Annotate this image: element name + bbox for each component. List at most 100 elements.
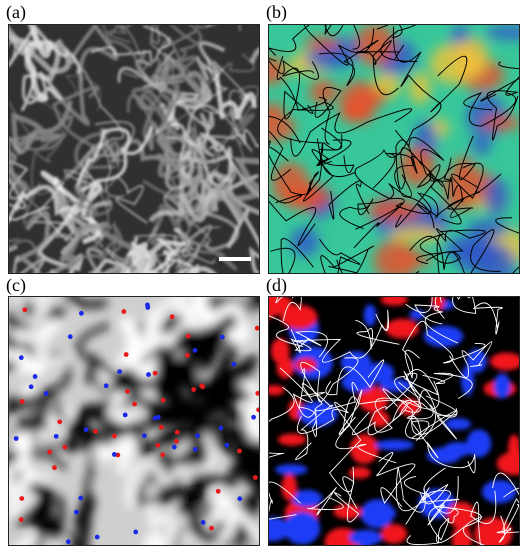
topological-defect <box>13 436 19 441</box>
order-contour <box>163 383 230 445</box>
streamline <box>281 67 314 120</box>
order-contour <box>234 297 259 312</box>
micrograph-image <box>9 25 259 273</box>
topological-defect <box>237 496 243 502</box>
topological-defect <box>218 425 224 431</box>
streamline <box>269 315 304 348</box>
filament-strand <box>128 239 166 273</box>
filament-strand <box>47 25 119 126</box>
filament-strand <box>66 225 124 270</box>
filament-strand <box>70 269 103 273</box>
vortex-region <box>277 433 307 446</box>
order-contour <box>9 394 49 432</box>
order-contour <box>147 484 180 545</box>
topological-defect <box>160 452 166 458</box>
vorticity-region <box>269 113 296 142</box>
filament-strand <box>90 25 171 63</box>
topological-defect <box>67 334 73 340</box>
filament-strand <box>105 247 170 273</box>
topological-defect <box>231 361 237 367</box>
topological-defect <box>171 444 177 450</box>
streamline <box>422 372 473 399</box>
streamline <box>395 139 444 190</box>
panel-a-label: (a) <box>6 2 26 22</box>
filament-strand <box>82 159 125 248</box>
vortex-region <box>385 318 419 339</box>
topological-defect <box>141 433 147 439</box>
streamline <box>269 130 291 181</box>
topological-defect <box>185 352 190 358</box>
filament-strand <box>23 184 84 273</box>
topological-defect <box>65 539 71 545</box>
vortex-region <box>283 511 321 545</box>
filament-strand <box>214 73 257 120</box>
streamline <box>328 180 370 220</box>
topological-defect <box>252 475 258 480</box>
topological-defect <box>83 427 89 433</box>
order-contour <box>30 393 67 470</box>
vortex-region <box>269 385 285 396</box>
vortex-region <box>443 442 473 457</box>
streamline <box>339 174 412 230</box>
panel-a-micrograph <box>8 24 260 274</box>
panel-b-heatmap <box>268 24 520 274</box>
streamline <box>325 359 385 396</box>
panel-d-label: (d) <box>266 275 287 295</box>
streamline <box>269 194 317 247</box>
filament-strand <box>75 126 153 192</box>
topological-defect <box>93 428 98 434</box>
streamline <box>314 86 342 145</box>
topological-defect <box>18 355 24 361</box>
vortex-region <box>493 373 511 399</box>
streamline <box>269 59 319 80</box>
filament-strand <box>121 25 197 64</box>
vortex-region <box>363 304 377 327</box>
topological-defect <box>19 496 25 501</box>
streamline <box>354 102 442 230</box>
streamline <box>439 297 471 303</box>
streamline <box>406 504 450 545</box>
vorticity-region <box>480 243 516 273</box>
topological-defect <box>152 370 158 376</box>
order-contour <box>9 348 47 377</box>
vortex-region <box>461 366 475 396</box>
topological-defect <box>78 310 84 316</box>
topological-defect <box>192 447 198 452</box>
filament-strand <box>79 68 135 157</box>
topological-defect <box>195 433 200 439</box>
filament-strand <box>166 111 234 169</box>
vortex-region <box>295 357 317 372</box>
topological-defect <box>111 452 117 457</box>
vortex-region <box>291 489 323 508</box>
panel-c-order-map <box>8 296 260 546</box>
vortex-region <box>360 499 394 529</box>
streamline <box>382 388 457 439</box>
vortex-region <box>276 356 295 379</box>
topological-defect <box>160 397 166 403</box>
vortex-region <box>348 466 371 479</box>
filament-strand <box>115 176 148 224</box>
filament-strand <box>9 25 61 83</box>
filament-strand <box>109 25 146 79</box>
filament-strand <box>84 220 116 273</box>
filament-strand <box>9 237 41 269</box>
topological-defect <box>256 407 259 413</box>
topological-defect <box>251 414 256 420</box>
vortex-map <box>269 297 519 545</box>
order-contour <box>125 432 215 508</box>
streamline <box>296 402 362 493</box>
filament-strand <box>92 236 139 273</box>
streamline <box>414 304 459 344</box>
vortex-region <box>341 371 375 393</box>
vortex-region <box>375 439 414 451</box>
filament-strand <box>102 25 131 46</box>
order-parameter-map <box>9 297 259 545</box>
streamline <box>270 238 314 273</box>
vorticity-region <box>304 36 340 51</box>
topological-defect <box>43 391 49 396</box>
topological-defect <box>215 488 221 494</box>
vortex-region <box>349 434 379 464</box>
topological-defect <box>32 374 38 379</box>
order-contour <box>9 461 63 542</box>
vortex-region <box>496 451 519 476</box>
